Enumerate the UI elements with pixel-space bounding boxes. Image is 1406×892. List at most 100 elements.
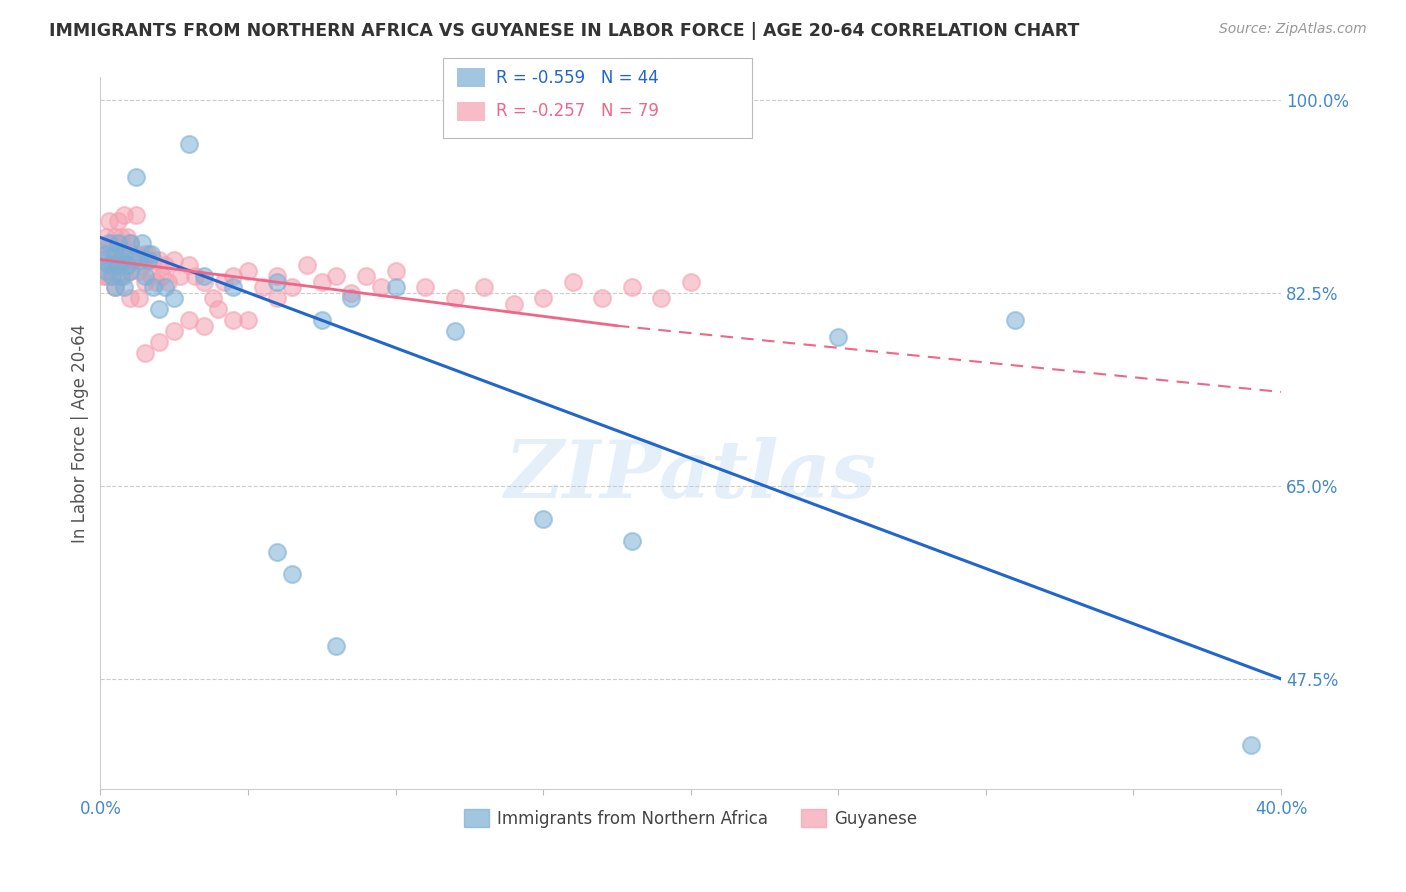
Point	[110, 269, 132, 284]
Point	[110, 230, 132, 244]
Point	[107, 235, 129, 250]
Point	[340, 285, 363, 300]
Point	[207, 302, 229, 317]
Point	[236, 313, 259, 327]
Point	[107, 269, 129, 284]
Point	[98, 269, 121, 284]
Point	[650, 291, 672, 305]
Point	[128, 291, 150, 305]
Point	[148, 302, 170, 317]
Point	[679, 275, 702, 289]
Point	[177, 313, 200, 327]
Text: R = -0.559   N = 44: R = -0.559 N = 44	[496, 69, 659, 87]
Point	[91, 252, 114, 267]
Point	[502, 296, 524, 310]
Point	[193, 269, 215, 284]
Point	[118, 263, 141, 277]
Point	[311, 313, 333, 327]
Point	[163, 324, 186, 338]
Point	[281, 567, 304, 582]
Point	[413, 280, 436, 294]
Point	[384, 263, 406, 277]
Point	[148, 252, 170, 267]
Point	[118, 291, 141, 305]
Point	[266, 291, 288, 305]
Point	[96, 263, 118, 277]
Point	[98, 235, 121, 250]
Point	[112, 242, 135, 256]
Point	[121, 252, 143, 267]
Point	[115, 230, 138, 244]
Point	[101, 258, 124, 272]
Point	[443, 291, 465, 305]
Point	[107, 258, 129, 272]
Point	[112, 269, 135, 284]
Text: Source: ZipAtlas.com: Source: ZipAtlas.com	[1219, 22, 1367, 37]
Point	[118, 235, 141, 250]
Point	[104, 247, 127, 261]
Point	[112, 247, 135, 261]
Point	[91, 247, 114, 261]
Point	[118, 235, 141, 250]
Point	[96, 269, 118, 284]
Point	[591, 291, 613, 305]
Legend: Immigrants from Northern Africa, Guyanese: Immigrants from Northern Africa, Guyanes…	[457, 803, 924, 834]
Point	[155, 258, 177, 272]
Point	[163, 291, 186, 305]
Point	[145, 275, 167, 289]
Point	[134, 346, 156, 360]
Point	[136, 252, 159, 267]
Point	[104, 280, 127, 294]
Text: ZIPatlas: ZIPatlas	[505, 437, 877, 515]
Point	[222, 313, 245, 327]
Point	[110, 252, 132, 267]
Point	[193, 275, 215, 289]
Point	[101, 269, 124, 284]
Point	[155, 280, 177, 294]
Point	[222, 280, 245, 294]
Point	[531, 291, 554, 305]
Point	[163, 252, 186, 267]
Point	[98, 214, 121, 228]
Point	[112, 280, 135, 294]
Point	[184, 269, 207, 284]
Point	[139, 269, 162, 284]
Point	[131, 235, 153, 250]
Point	[125, 208, 148, 222]
Point	[104, 280, 127, 294]
Point	[214, 275, 236, 289]
Point	[150, 269, 173, 284]
Point	[620, 533, 643, 548]
Point	[620, 280, 643, 294]
Point	[266, 269, 288, 284]
Point	[134, 269, 156, 284]
Point	[115, 258, 138, 272]
Point	[384, 280, 406, 294]
Point	[325, 269, 347, 284]
Point	[1004, 313, 1026, 327]
Point	[252, 280, 274, 294]
Point	[128, 252, 150, 267]
Point	[1240, 738, 1263, 752]
Point	[236, 263, 259, 277]
Point	[193, 318, 215, 333]
Point	[98, 242, 121, 256]
Point	[531, 512, 554, 526]
Point	[266, 275, 288, 289]
Text: R = -0.257   N = 79: R = -0.257 N = 79	[496, 103, 659, 120]
Point	[118, 263, 141, 277]
Point	[201, 291, 224, 305]
Point	[110, 258, 132, 272]
Point	[128, 263, 150, 277]
Point	[370, 280, 392, 294]
Point	[266, 545, 288, 559]
Point	[96, 247, 118, 261]
Point	[131, 258, 153, 272]
Point	[281, 280, 304, 294]
Point	[104, 230, 127, 244]
Point	[340, 291, 363, 305]
Point	[134, 247, 156, 261]
Point	[134, 275, 156, 289]
Point	[112, 208, 135, 222]
Point	[827, 330, 849, 344]
